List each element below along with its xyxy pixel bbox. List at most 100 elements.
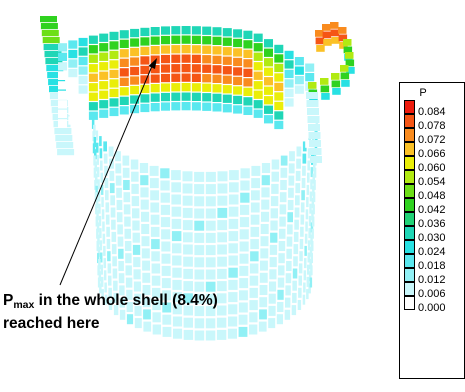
shell-cell	[171, 83, 181, 92]
shell-cell	[68, 78, 78, 87]
shell-cell	[306, 197, 309, 208]
shell-cell	[243, 59, 253, 68]
shell-cell	[296, 146, 302, 157]
shell-cell	[109, 88, 119, 98]
legend-row: 0.012	[404, 268, 465, 286]
shell-cell	[307, 264, 310, 275]
shell-cell	[289, 151, 295, 162]
shell-cell	[194, 220, 205, 231]
shell-cell	[68, 116, 78, 125]
shell-cell	[160, 204, 170, 215]
shell-cell	[330, 29, 340, 37]
shell-cell	[274, 54, 284, 63]
shell-cell	[251, 190, 260, 201]
shell-cell	[98, 259, 101, 269]
shell-cell	[345, 52, 354, 59]
shell-cell	[233, 105, 243, 114]
shell-cell	[191, 54, 201, 63]
shell-cell	[233, 57, 243, 67]
shell-cell	[280, 167, 288, 178]
shell-cell	[160, 217, 171, 228]
shell-cell	[91, 118, 95, 129]
legend-value-label: 0.048	[418, 190, 446, 202]
shell-cell	[264, 115, 273, 124]
shell-cell	[191, 64, 201, 73]
shell-cell	[183, 305, 193, 316]
shell-cell	[56, 142, 74, 149]
shell-cell	[331, 73, 340, 80]
shell-cell	[100, 172, 104, 183]
shell-cell	[305, 221, 308, 232]
shell-cell	[202, 74, 212, 83]
shell-cell	[172, 279, 182, 290]
legend-row: 0.018	[404, 254, 465, 272]
shell-cell	[310, 179, 313, 190]
shell-cell	[161, 102, 170, 111]
shell-cell	[315, 118, 319, 129]
shell-cell	[140, 65, 150, 75]
shell-cell	[301, 190, 305, 201]
shell-cell	[202, 45, 212, 54]
shell-cell	[191, 102, 201, 111]
shell-cell	[240, 192, 250, 203]
shell-cell	[249, 263, 259, 274]
shell-cell	[294, 219, 299, 230]
shell-cell	[310, 156, 322, 163]
shell-cell	[243, 30, 253, 39]
shell-cell	[194, 318, 205, 329]
shell-cell	[253, 62, 263, 71]
legend-swatch	[404, 296, 415, 310]
shell-cell	[130, 104, 140, 114]
annotation-symbol: P	[3, 292, 14, 309]
shell-cell	[258, 321, 267, 332]
shell-cell	[88, 83, 98, 92]
shell-cell	[161, 54, 170, 64]
shell-cell	[298, 287, 302, 298]
shell-cell	[124, 241, 132, 251]
shell-cell	[183, 317, 193, 328]
shell-cell	[250, 239, 259, 250]
shell-cell	[312, 192, 316, 203]
shell-cell	[249, 275, 259, 286]
shell-cell	[140, 46, 150, 56]
shell-cell	[78, 94, 88, 104]
shell-cell	[261, 211, 270, 222]
shell-cell	[292, 292, 297, 303]
shell-cell	[287, 224, 293, 235]
shell-cell	[78, 85, 88, 94]
shell-cell	[222, 37, 232, 46]
shell-cell	[119, 87, 129, 96]
legend-row: 0.066	[404, 142, 465, 160]
shell-cell	[171, 194, 181, 205]
shell-cell	[293, 244, 299, 255]
shell-cell	[151, 251, 160, 262]
shell-cell	[95, 173, 98, 184]
shell-cell	[119, 285, 125, 296]
legend-value-label: 0.042	[418, 204, 446, 216]
annotation-arrow-line	[59, 65, 153, 286]
shell-cell	[320, 78, 329, 85]
shell-cell	[124, 228, 131, 239]
shell-cell	[132, 208, 140, 219]
shell-cell	[284, 98, 294, 107]
shell-cell	[68, 40, 78, 49]
shell-cell	[99, 81, 109, 90]
shell-cell	[259, 309, 267, 320]
shell-cell	[109, 170, 115, 181]
shell-cell	[264, 96, 273, 105]
shell-cell	[300, 202, 305, 213]
legend-row: 0.042	[404, 198, 465, 216]
shell-cell	[303, 282, 306, 293]
shell-cell	[78, 113, 88, 123]
shell-cell	[40, 23, 58, 30]
shell-cell	[194, 245, 205, 256]
shell-cell	[162, 290, 171, 301]
shell-cell	[181, 83, 191, 92]
shell-cell	[68, 87, 78, 97]
shell-cell	[151, 239, 160, 250]
shell-cell	[150, 93, 160, 102]
shell-cell	[243, 68, 253, 77]
shell-cell	[101, 197, 104, 208]
shell-cell	[205, 196, 216, 207]
shell-cell	[119, 58, 129, 67]
